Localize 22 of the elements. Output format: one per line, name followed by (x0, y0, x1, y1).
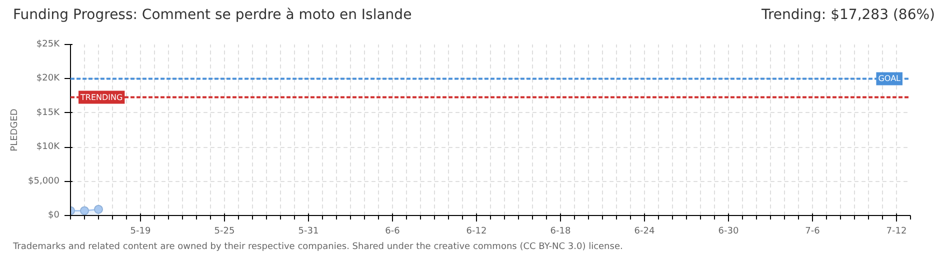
x-tick-label: 5-31 (298, 226, 319, 236)
x-tick-label: 5-19 (130, 226, 151, 236)
x-tick-label: 5-25 (214, 226, 235, 236)
y-tick-label: $0 (48, 210, 60, 220)
y-tick-label: $10K (36, 142, 61, 152)
y-tick-label: $15K (36, 108, 61, 118)
text: Trending: $17,283 (86%) (761, 6, 935, 25)
x-tick-label: 6-12 (466, 226, 487, 236)
y-axis-title: PLEDGED (10, 108, 20, 152)
x-tick-label: 6-24 (634, 226, 655, 236)
x-tick-label: 6-18 (550, 226, 571, 236)
y-tick-label: $25K (36, 40, 61, 50)
y-tick-label: $5,000 (28, 176, 60, 186)
y-tick-label: $20K (36, 74, 61, 84)
text: Trademarks and related content are owned by their respective companies. Shared under the creative commons (CC BY-NC 3.0) license. (13, 241, 623, 254)
x-tick-label: 7-6 (805, 226, 820, 236)
x-tick-label: 6-6 (385, 226, 400, 236)
x-tick-label: 7-12 (886, 226, 907, 236)
x-tick-label: 6-30 (718, 226, 739, 236)
ref-line-label: GOAL (878, 74, 902, 84)
chart-title: Funding Progress: Comment se perdre à moto en Islande (13, 6, 412, 25)
ref-line-label: TRENDING (80, 92, 123, 102)
